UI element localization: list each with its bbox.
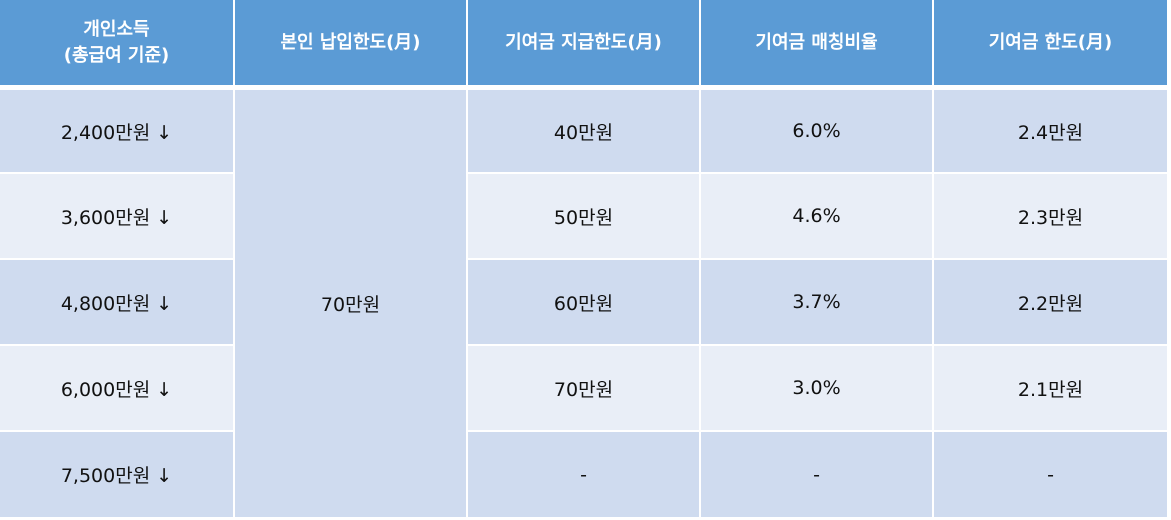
income-cell: 6,000만원 ↓ bbox=[0, 346, 233, 430]
header-cell: 개인소득 (총급여 기준) bbox=[0, 0, 233, 88]
header-cell: 기여금 매칭비율 bbox=[701, 0, 932, 88]
income-cell: 7,500만원 ↓ bbox=[0, 432, 233, 517]
limit-cell: 2.3만원 bbox=[934, 174, 1167, 258]
income-cell: 4,800만원 ↓ bbox=[0, 260, 233, 344]
income-cell: 2,400만원 ↓ bbox=[0, 90, 233, 172]
limit-cell: 2.2만원 bbox=[934, 260, 1167, 344]
limit-cell: - bbox=[934, 432, 1167, 517]
employer-limit-cell: 60만원 bbox=[468, 260, 699, 344]
employer-limit-cell: 70만원 bbox=[468, 346, 699, 430]
employer-limit-cell: 40만원 bbox=[468, 90, 699, 172]
matching-rate-cell: 3.0% bbox=[701, 346, 932, 430]
matching-rate-cell: - bbox=[701, 432, 932, 517]
employer-limit-cell: - bbox=[468, 432, 699, 517]
matching-rate-cell: 4.6% bbox=[701, 174, 932, 258]
income-cell: 3,600만원 ↓ bbox=[0, 174, 233, 258]
header-cell: 기여금 지급한도(月) bbox=[468, 0, 699, 88]
matching-rate-cell: 6.0% bbox=[701, 90, 932, 172]
own-limit-cell: 70만원 bbox=[235, 90, 466, 517]
limit-cell: 2.4만원 bbox=[934, 90, 1167, 172]
header-cell: 본인 납입한도(月) bbox=[235, 0, 466, 88]
limit-cell: 2.1만원 bbox=[934, 346, 1167, 430]
employer-limit-cell: 50만원 bbox=[468, 174, 699, 258]
matching-rate-cell: 3.7% bbox=[701, 260, 932, 344]
header-cell: 기여금 한도(月) bbox=[934, 0, 1167, 88]
